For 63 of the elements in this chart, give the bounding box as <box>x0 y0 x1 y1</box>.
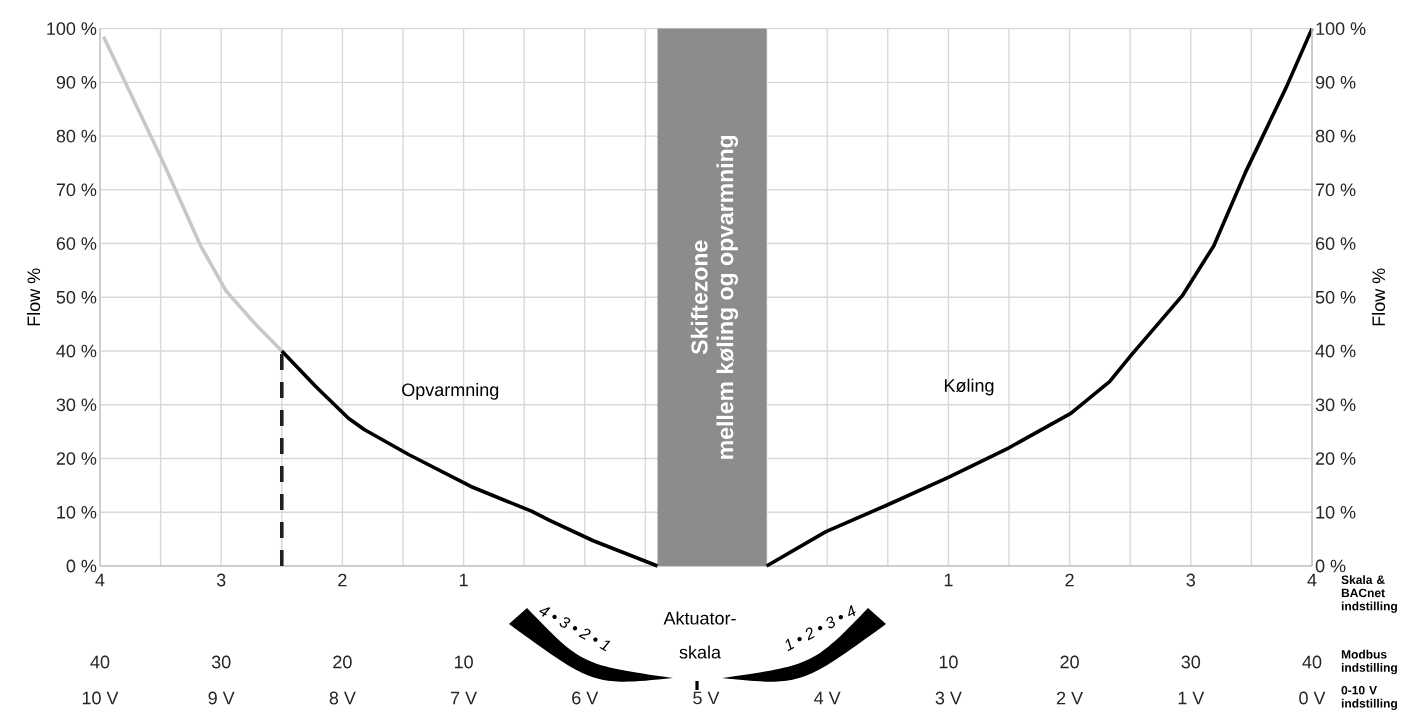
y2-axis-title: Flow % <box>1371 268 1386 326</box>
text: Skala & BACnet indstilling <box>1341 575 1397 613</box>
text: 30 <box>1181 655 1201 669</box>
text: skala <box>679 645 722 659</box>
y-tick-label: 100 % <box>47 22 97 35</box>
y2-tick-label: 50 % <box>1315 290 1356 304</box>
text: 4 <box>1307 573 1317 587</box>
x-tick-label: 5 V <box>693 691 720 705</box>
y-tick-label: 0 % <box>66 559 97 573</box>
x-tick-label: 4 V <box>814 691 841 705</box>
x-tick-label: 6 V <box>572 691 599 705</box>
y2-tick-label: 70 % <box>1315 183 1356 197</box>
line-series <box>279 349 660 568</box>
y-tick-label: 70 % <box>56 183 97 197</box>
text: 3 <box>216 573 226 587</box>
y2-tick-label: 30 % <box>1315 398 1356 412</box>
annotation: Opvarmning <box>402 382 499 400</box>
annotation: Køling <box>944 378 994 396</box>
text: 3 <box>1186 573 1196 587</box>
text: 10 <box>454 655 473 669</box>
text: 1 <box>459 573 468 587</box>
text: 20 <box>1060 655 1079 669</box>
text: 1 • 2 • 3 • 4 <box>785 604 856 652</box>
annotation: mellem køling og opvarmning <box>716 135 738 459</box>
y2-tick-label: 80 % <box>1315 129 1356 143</box>
y2-tick-label: 90 % <box>1315 75 1356 89</box>
text: 4 <box>95 573 105 587</box>
x-tick-label: 2 V <box>1057 691 1083 705</box>
y-tick-label: 30 % <box>56 398 97 412</box>
x-tick-label: 1 V <box>1178 691 1205 705</box>
x-tick-label: 0 V <box>1299 691 1326 705</box>
band-label: Skiftezone <box>690 240 708 355</box>
y-axis-title: Flow % <box>26 268 41 326</box>
x-tick-label: 3 V <box>935 691 962 705</box>
x-tick-label: 10 V <box>82 691 119 705</box>
x-tick-label: 8 V <box>329 691 356 705</box>
text: Aktuator- <box>663 611 736 625</box>
y-tick-label: 90 % <box>56 75 97 89</box>
text: 10 <box>939 655 958 669</box>
y-tick-label: 20 % <box>56 452 97 465</box>
text: 30 <box>211 655 231 669</box>
text: 2 <box>1065 573 1074 587</box>
y2-tick-label: 40 % <box>1315 344 1356 358</box>
y2-tick-label: 20 % <box>1315 452 1356 465</box>
y-tick-label: 60 % <box>56 237 97 250</box>
x-tick-label: 9 V <box>208 691 235 705</box>
y2-tick-label: 10 % <box>1316 505 1356 519</box>
y2-tick-label: 60 % <box>1315 237 1356 250</box>
y2-tick-label: 0 % <box>1315 559 1346 573</box>
x-axis-title: 0-10 V indstilling <box>1341 685 1397 711</box>
y-tick-label: 50 % <box>56 290 97 304</box>
text: 40 <box>90 655 110 669</box>
y-tick-label: 80 % <box>56 129 97 143</box>
text: 1 <box>944 573 953 587</box>
text: 40 <box>1302 655 1322 669</box>
text: 20 <box>333 655 352 669</box>
y2-tick-label: 100 % <box>1316 22 1366 35</box>
y-tick-label: 40 % <box>56 344 97 358</box>
y-tick-label: 10 % <box>57 505 97 519</box>
x-tick-label: 7 V <box>450 691 477 705</box>
text: 2 <box>338 573 347 587</box>
text: Modbus indstilling <box>1341 649 1397 675</box>
text: 4 • 3 • 2 • 1 <box>539 607 611 652</box>
